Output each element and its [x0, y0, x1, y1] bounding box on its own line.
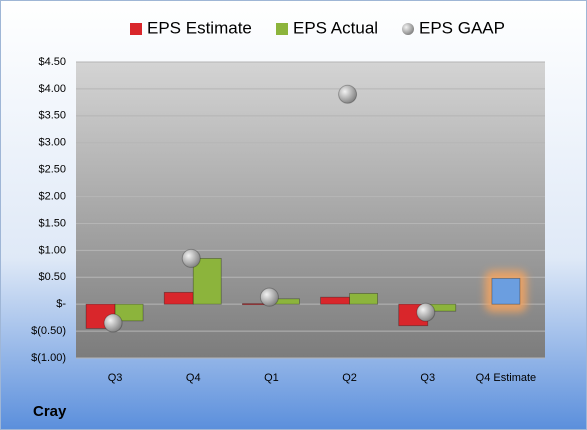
- bar: [491, 277, 521, 305]
- bubble: [416, 302, 436, 322]
- y-tick-label: $-: [56, 298, 66, 310]
- x-tick-label: Q3: [420, 372, 435, 384]
- y-tick-label: $3.00: [38, 137, 66, 149]
- legend-marker: [276, 23, 288, 35]
- bar: [349, 293, 378, 305]
- y-tick-label: $2.50: [38, 164, 66, 176]
- y-tick-label: $3.50: [38, 110, 66, 122]
- legend-label: EPS Actual: [293, 18, 378, 37]
- bar: [192, 258, 222, 305]
- bubble: [338, 84, 358, 104]
- bar: [320, 296, 350, 305]
- bar: [114, 303, 144, 322]
- plot-area: [76, 62, 545, 358]
- y-tick-label: $4.50: [38, 56, 66, 68]
- legend-label: EPS Estimate: [147, 18, 252, 37]
- y-tick-label: $(1.00): [31, 352, 66, 364]
- y-tick-label: $2.00: [38, 190, 66, 202]
- company-label: Cray: [33, 403, 67, 420]
- y-tick-label: $4.00: [38, 83, 66, 95]
- bubble: [259, 287, 279, 307]
- bar: [163, 291, 194, 305]
- x-tick-label: Q3: [108, 372, 123, 384]
- x-tick-label: Q2: [342, 372, 357, 384]
- y-tick-label: $0.50: [38, 271, 66, 283]
- y-tick-label: $1.00: [38, 244, 66, 256]
- legend-marker: [402, 23, 414, 35]
- y-tick-label: $(0.50): [31, 325, 66, 337]
- x-tick-label: Q1: [264, 372, 279, 384]
- legend-marker: [130, 23, 142, 35]
- bubble: [103, 313, 123, 333]
- bubble: [181, 248, 201, 268]
- legend-label: EPS GAAP: [419, 18, 505, 37]
- x-tick-label: Q4: [186, 372, 201, 384]
- x-tick-label: Q4 Estimate: [476, 372, 537, 384]
- y-tick-label: $1.50: [38, 217, 66, 229]
